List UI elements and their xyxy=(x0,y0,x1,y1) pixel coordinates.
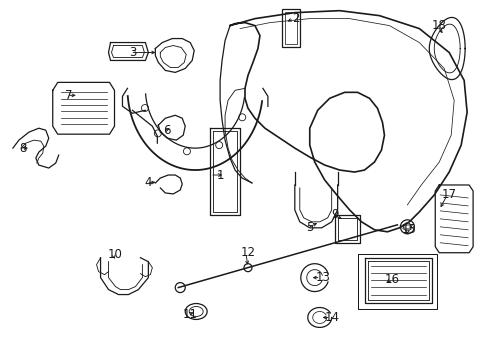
Text: 12: 12 xyxy=(240,246,255,259)
Text: 4: 4 xyxy=(144,176,152,189)
Text: 14: 14 xyxy=(325,311,340,324)
Text: 8: 8 xyxy=(19,141,26,155)
Text: 7: 7 xyxy=(65,89,72,102)
Text: 17: 17 xyxy=(441,188,456,202)
Text: 13: 13 xyxy=(315,271,329,284)
Text: 6: 6 xyxy=(163,124,171,137)
Text: 3: 3 xyxy=(128,46,136,59)
Text: 5: 5 xyxy=(305,221,313,234)
Text: 18: 18 xyxy=(431,19,446,32)
Text: 10: 10 xyxy=(108,248,122,261)
Text: 9: 9 xyxy=(330,208,338,221)
Text: 1: 1 xyxy=(216,168,224,181)
Text: 15: 15 xyxy=(401,223,416,236)
Text: 11: 11 xyxy=(183,308,197,321)
Text: 16: 16 xyxy=(384,273,399,286)
Text: 2: 2 xyxy=(291,12,299,25)
